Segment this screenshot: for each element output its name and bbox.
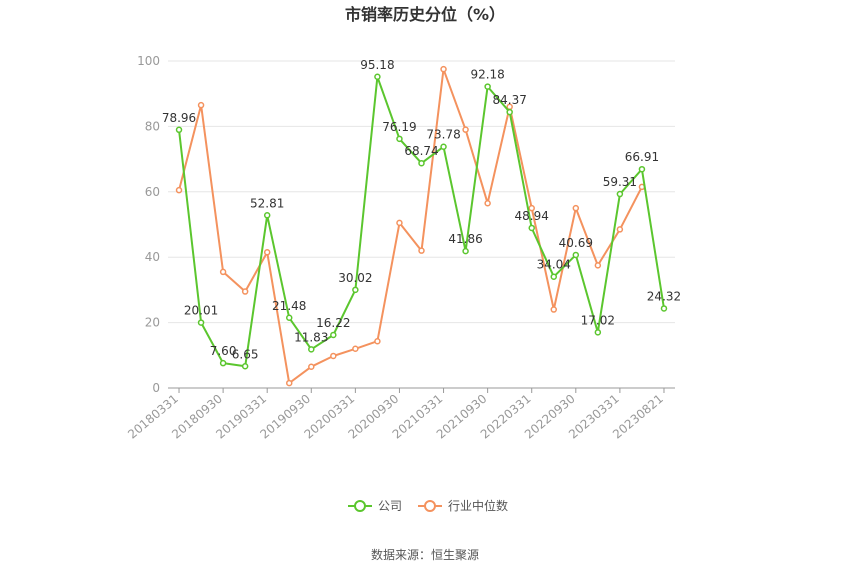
legend-item[interactable]: 行业中位数 <box>418 498 508 513</box>
data-label: 68.74 <box>404 144 438 158</box>
y-tick-label: 80 <box>145 119 160 133</box>
data-label: 40.69 <box>559 236 593 250</box>
data-label: 52.81 <box>250 196 284 210</box>
data-label: 11.83 <box>294 330 328 344</box>
data-point[interactable] <box>396 219 403 227</box>
data-point[interactable] <box>462 126 469 133</box>
data-label: 30.02 <box>338 271 372 285</box>
data-label: 16.22 <box>316 316 350 330</box>
data-point[interactable] <box>352 345 359 353</box>
data-point[interactable] <box>616 226 624 233</box>
data-label: 78.96 <box>162 111 196 125</box>
data-point[interactable] <box>594 262 602 269</box>
data-label: 66.91 <box>625 150 659 164</box>
data-point[interactable] <box>197 101 205 109</box>
series-layer <box>175 65 668 387</box>
legend[interactable]: 公司 行业中位数 <box>348 498 508 513</box>
data-label: 7.60 <box>210 344 237 358</box>
data-point[interactable] <box>241 288 249 295</box>
data-point[interactable] <box>374 337 381 345</box>
data-label: 34.04 <box>537 258 571 272</box>
legend-item[interactable]: 公司 <box>348 499 402 513</box>
data-point[interactable] <box>440 143 447 150</box>
data-point[interactable] <box>241 363 249 370</box>
data-label: 95.18 <box>360 58 394 72</box>
data-label: 73.78 <box>426 128 460 142</box>
data-point[interactable] <box>175 186 183 194</box>
data-point[interactable] <box>308 346 315 353</box>
data-label: 17.02 <box>581 313 615 327</box>
y-tick-label: 40 <box>145 250 160 264</box>
data-point[interactable] <box>219 359 227 367</box>
x-axis: 2018033120180930201903312019093020200331… <box>125 387 675 442</box>
data-label: 92.18 <box>470 68 504 82</box>
source-note: 数据来源：恒生聚源 <box>371 547 479 562</box>
data-label: 41.86 <box>448 232 482 246</box>
y-tick-label: 100 <box>137 54 160 68</box>
data-point[interactable] <box>638 165 646 173</box>
y-tick-label: 20 <box>145 316 160 330</box>
data-point[interactable] <box>616 190 624 198</box>
y-tick-label: 0 <box>152 381 160 395</box>
data-point[interactable] <box>396 135 403 143</box>
data-point[interactable] <box>594 329 602 336</box>
data-point[interactable] <box>175 126 183 134</box>
data-point[interactable] <box>418 159 425 167</box>
data-label: 84.37 <box>492 93 526 107</box>
data-point[interactable] <box>660 305 668 312</box>
legend-marker <box>354 500 366 512</box>
y-tick-label: 60 <box>145 185 160 199</box>
data-label: 21.48 <box>272 299 306 313</box>
data-point[interactable] <box>263 249 271 256</box>
legend-label: 公司 <box>378 499 402 513</box>
data-point[interactable] <box>219 268 227 276</box>
data-point[interactable] <box>550 306 558 313</box>
grid <box>168 60 675 389</box>
data-label: 59.31 <box>603 175 637 189</box>
data-label: 20.01 <box>184 304 218 318</box>
data-point[interactable] <box>330 331 337 339</box>
legend-label: 行业中位数 <box>448 498 508 513</box>
data-point[interactable] <box>308 363 315 370</box>
series-line <box>178 68 643 385</box>
data-point[interactable] <box>263 212 271 219</box>
data-point[interactable] <box>440 65 447 73</box>
data-point[interactable] <box>330 352 337 360</box>
data-point[interactable] <box>285 314 293 322</box>
data-point[interactable] <box>374 73 381 81</box>
data-point[interactable] <box>506 108 513 116</box>
data-point[interactable] <box>197 319 205 326</box>
y-axis: 0 20 40 60 80 100 <box>137 54 160 395</box>
data-point[interactable] <box>572 204 580 212</box>
data-label: 76.19 <box>382 120 416 134</box>
data-label: 6.65 <box>232 347 259 361</box>
data-point[interactable] <box>418 247 425 254</box>
data-point[interactable] <box>572 251 580 259</box>
data-point[interactable] <box>550 273 558 280</box>
data-point[interactable] <box>484 83 491 90</box>
data-point[interactable] <box>484 199 491 207</box>
legend-marker <box>424 500 436 512</box>
data-point[interactable] <box>528 204 535 212</box>
data-point[interactable] <box>285 379 293 387</box>
data-point[interactable] <box>528 224 535 232</box>
data-label: 24.32 <box>647 289 681 303</box>
data-label: 48.94 <box>515 209 549 223</box>
data-point[interactable] <box>462 247 469 255</box>
chart-title: 市销率历史分位（%） <box>345 5 505 24</box>
data-point[interactable] <box>352 286 359 294</box>
